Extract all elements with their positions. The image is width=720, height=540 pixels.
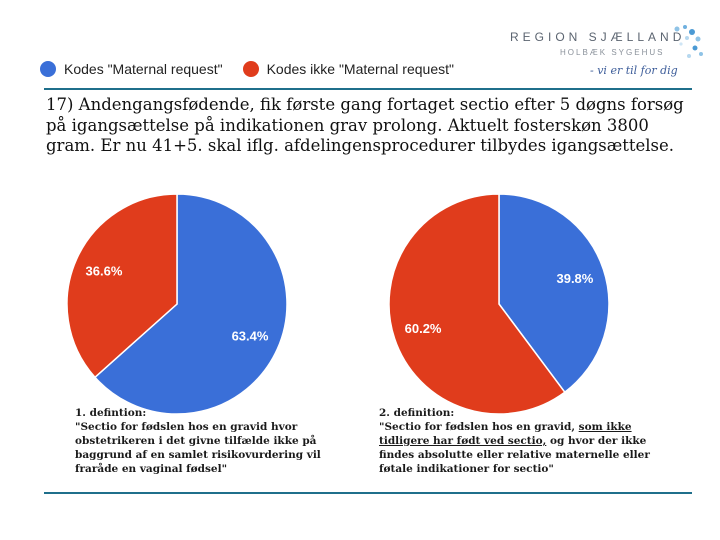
region-sjaelland-logo: REGION SJÆLLAND HOLBÆK SYGEHUS - vi er t… [505, 24, 705, 90]
legend-item-maternal-request: Kodes "Maternal request" [40, 61, 223, 77]
legend-swatch-red [242, 61, 259, 77]
top-divider [44, 88, 692, 90]
logo-dots-icon [674, 25, 703, 58]
chart-legend: Kodes "Maternal request" Kodes ikke "Mat… [40, 58, 474, 80]
pie-slice-not-maternal-request [66, 193, 178, 379]
logo-name: REGION SJÆLLAND [510, 30, 686, 44]
definition-1: 1. defintion: "Sectio for fødslen hos en… [75, 406, 365, 476]
logo-slogan: - vi er til for dig [590, 64, 678, 77]
definition-2-text-end: og hvor der ikke findes absolutte eller … [379, 435, 650, 475]
case-question: 17) Andengangsfødende, fik første gang f… [46, 95, 684, 155]
pie-slice-label: 36.6% [86, 263, 123, 278]
definition-1-heading: 1. defintion: [75, 407, 147, 419]
legend-label: Kodes ikke "Maternal request" [266, 61, 454, 77]
definition-2-text-start: "Sectio for fødslen hos en gravid, [379, 421, 579, 433]
pie-chart-definition-1: 63.4% 36.6% [66, 193, 288, 415]
legend-label: Kodes "Maternal request" [64, 61, 223, 77]
definition-1-text: "Sectio for fødslen hos en gravid hvor o… [75, 421, 321, 475]
pie-slice-label: 63.4% [232, 329, 269, 344]
pie-slice-maternal-request [93, 193, 288, 415]
legend-swatch-blue [40, 61, 56, 77]
pie-slice-not-maternal-request [388, 193, 566, 415]
definition-2: 2. definition: "Sectio for fødslen hos e… [379, 406, 669, 476]
pie-chart-definition-2: 39.8% 60.2% [388, 193, 610, 415]
logo-subtitle: HOLBÆK SYGEHUS [560, 48, 665, 57]
definition-2-heading: 2. definition: [379, 407, 455, 419]
bottom-divider [44, 492, 692, 494]
definition-2-text-underlined: som ikke tidligere har født ved sectio, [379, 421, 632, 447]
pie-slice-label: 39.8% [556, 271, 593, 286]
definition-2-text: "Sectio for fødslen hos en gravid, som i… [379, 420, 669, 476]
pie-slice-maternal-request [498, 193, 610, 394]
legend-item-not-maternal-request: Kodes ikke "Maternal request" [242, 61, 454, 77]
pie-slice-label: 60.2% [405, 321, 442, 336]
